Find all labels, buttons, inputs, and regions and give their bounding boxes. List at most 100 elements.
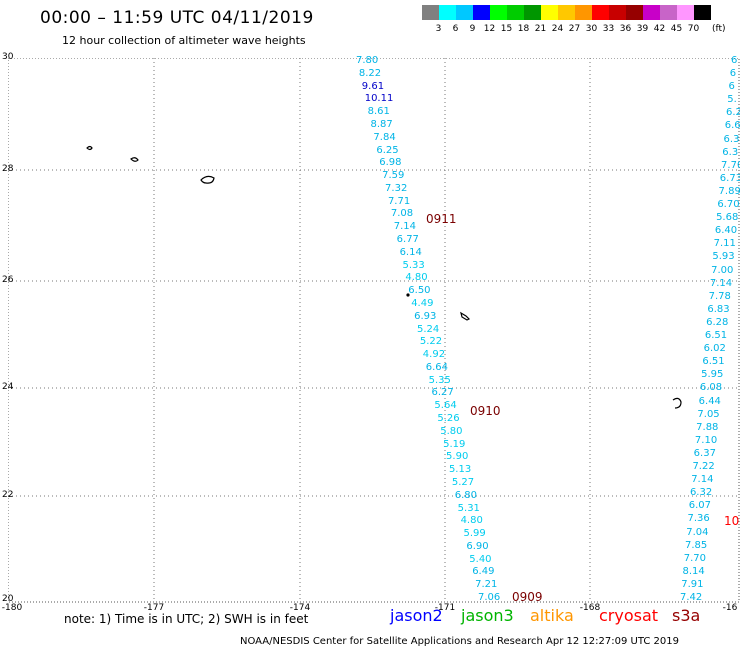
pass-label-edge: 10 xyxy=(724,514,740,528)
wave-height-value: 6.27 xyxy=(431,387,454,399)
wave-height-value: 7.05 xyxy=(697,408,720,420)
wave-height-value: 5.33 xyxy=(402,259,425,271)
legend-label: 3 xyxy=(435,24,442,34)
lon-tick-label: -177 xyxy=(143,603,165,613)
lat-tick-label: 20 xyxy=(2,594,14,604)
wave-height-value: 7.84 xyxy=(373,131,396,143)
map-title: 00:00 – 11:59 UTC 04/11/2019 xyxy=(40,8,314,28)
legend-swatch xyxy=(490,5,507,20)
satellite-s3a: s3a xyxy=(672,606,701,625)
legend-swatch xyxy=(694,5,711,20)
wave-height-value: 5.19 xyxy=(443,438,466,450)
wave-height-value: 8.14 xyxy=(682,565,705,577)
legend-swatch xyxy=(609,5,626,20)
wave-height-value: 6.98 xyxy=(379,157,402,169)
wave-height-value: 5.24 xyxy=(417,323,440,335)
wave-height-value: 6 xyxy=(731,55,738,66)
legend-label: 39 xyxy=(636,24,649,34)
wave-height-value: 7.11 xyxy=(713,238,736,250)
island-pearl-hermes xyxy=(86,145,93,151)
legend-label: 70 xyxy=(687,24,700,34)
wave-height-value: 5.68 xyxy=(716,212,739,224)
lon-tick-label: -171 xyxy=(434,603,456,613)
wave-height-value: 5.22 xyxy=(419,336,443,348)
wave-height-value: 6.40 xyxy=(714,225,738,237)
islands xyxy=(86,145,682,409)
island-lisianski xyxy=(130,157,139,162)
legend-swatch xyxy=(575,5,592,20)
lat-tick-label: 30 xyxy=(2,52,14,62)
island-gardner xyxy=(406,293,410,297)
legend-swatch xyxy=(524,5,541,20)
wave-height-value: 6 xyxy=(728,81,735,93)
wave-height-value: 8.61 xyxy=(367,106,390,118)
wave-height-value: 6.93 xyxy=(414,310,437,322)
wave-height-value: 6.37 xyxy=(693,447,716,459)
wave-height-value: 6.51 xyxy=(704,330,728,342)
wave-height-value: 7.08 xyxy=(390,208,414,220)
satellite-cryosat: cryosat xyxy=(599,606,659,625)
wave-height-value: 7.36 xyxy=(687,513,710,525)
lat-tick-label: 26 xyxy=(2,275,14,285)
lon-tick-label: -168 xyxy=(579,603,601,613)
island-maro-reef xyxy=(460,311,471,321)
lon-tick-label: -174 xyxy=(289,603,311,613)
wave-height-value: 7.85 xyxy=(684,539,708,551)
wave-height-value: 6 xyxy=(729,68,737,80)
wave-height-value: 7.21 xyxy=(475,579,498,591)
legend-label: 45 xyxy=(670,24,683,34)
wave-height-value: 6.3 xyxy=(723,133,740,145)
map-frame xyxy=(8,58,740,603)
pass-label-0911: 0911 xyxy=(426,212,457,226)
wave-height-value: 7.88 xyxy=(696,421,719,433)
pass-label-0910: 0910 xyxy=(470,404,501,418)
credit-line: NOAA/NESDIS Center for Satellite Applica… xyxy=(240,636,679,647)
legend-label: 21 xyxy=(534,24,547,34)
legend-label: 33 xyxy=(602,24,615,34)
pass-label-0909: 0909 xyxy=(512,590,543,604)
lat-tick-label: 24 xyxy=(2,382,14,392)
wave-height-value: 7.80 xyxy=(356,55,379,66)
wave-height-value: 5.13 xyxy=(448,464,472,476)
wave-height-value: 4.92 xyxy=(422,349,446,361)
satellite-jason2: jason2 xyxy=(390,606,443,625)
wave-height-value: 7.89 xyxy=(718,185,740,197)
legend-swatch xyxy=(660,5,677,20)
footer-note: note: 1) Time is in UTC; 2) SWH is in fe… xyxy=(64,612,309,626)
wave-height-value: 5.64 xyxy=(434,400,457,412)
wave-height-value: 7.06 xyxy=(478,592,501,603)
wave-height-value: 7.04 xyxy=(686,526,709,538)
wave-height-value: 7.14 xyxy=(709,277,733,289)
wave-height-value: 6.51 xyxy=(702,356,725,368)
wave-height-value: 6.14 xyxy=(399,246,422,258)
island-laysan xyxy=(200,175,215,184)
wave-height-value: 6.44 xyxy=(698,395,721,407)
legend-label: 18 xyxy=(517,24,530,34)
wave-height-value: 5.93 xyxy=(712,251,735,263)
island-necker xyxy=(672,397,682,409)
wave-height-value: 7.22 xyxy=(692,461,715,473)
wave-height-value: 5.99 xyxy=(463,528,486,540)
wave-height-value: 8.22 xyxy=(358,67,382,79)
wave-height-value: 5.90 xyxy=(446,451,469,463)
satellite-altika: altika xyxy=(530,606,574,625)
wave-height-value: 4.49 xyxy=(411,297,434,309)
legend-swatch xyxy=(439,5,456,20)
legend-swatch xyxy=(507,5,524,20)
wave-height-value: 6.77 xyxy=(396,234,419,245)
legend-label: 12 xyxy=(483,24,496,34)
legend-swatch xyxy=(677,5,694,20)
legend-swatch xyxy=(643,5,660,20)
wave-height-value: 7.78 xyxy=(708,290,731,302)
wave-height-value: 5.40 xyxy=(469,553,492,565)
legend-swatch xyxy=(592,5,609,20)
legend-swatch xyxy=(541,5,558,20)
wave-height-value: 6.80 xyxy=(454,489,478,501)
wave-height-value: 9.61 xyxy=(361,80,385,92)
wave-height-value: 6.73 xyxy=(719,172,740,184)
legend-label: 30 xyxy=(585,24,598,34)
legend-label: 24 xyxy=(551,24,564,34)
legend-label: 36 xyxy=(619,24,632,34)
wave-height-value: 6.02 xyxy=(703,343,726,355)
wave-height-value: 6.07 xyxy=(688,500,711,512)
